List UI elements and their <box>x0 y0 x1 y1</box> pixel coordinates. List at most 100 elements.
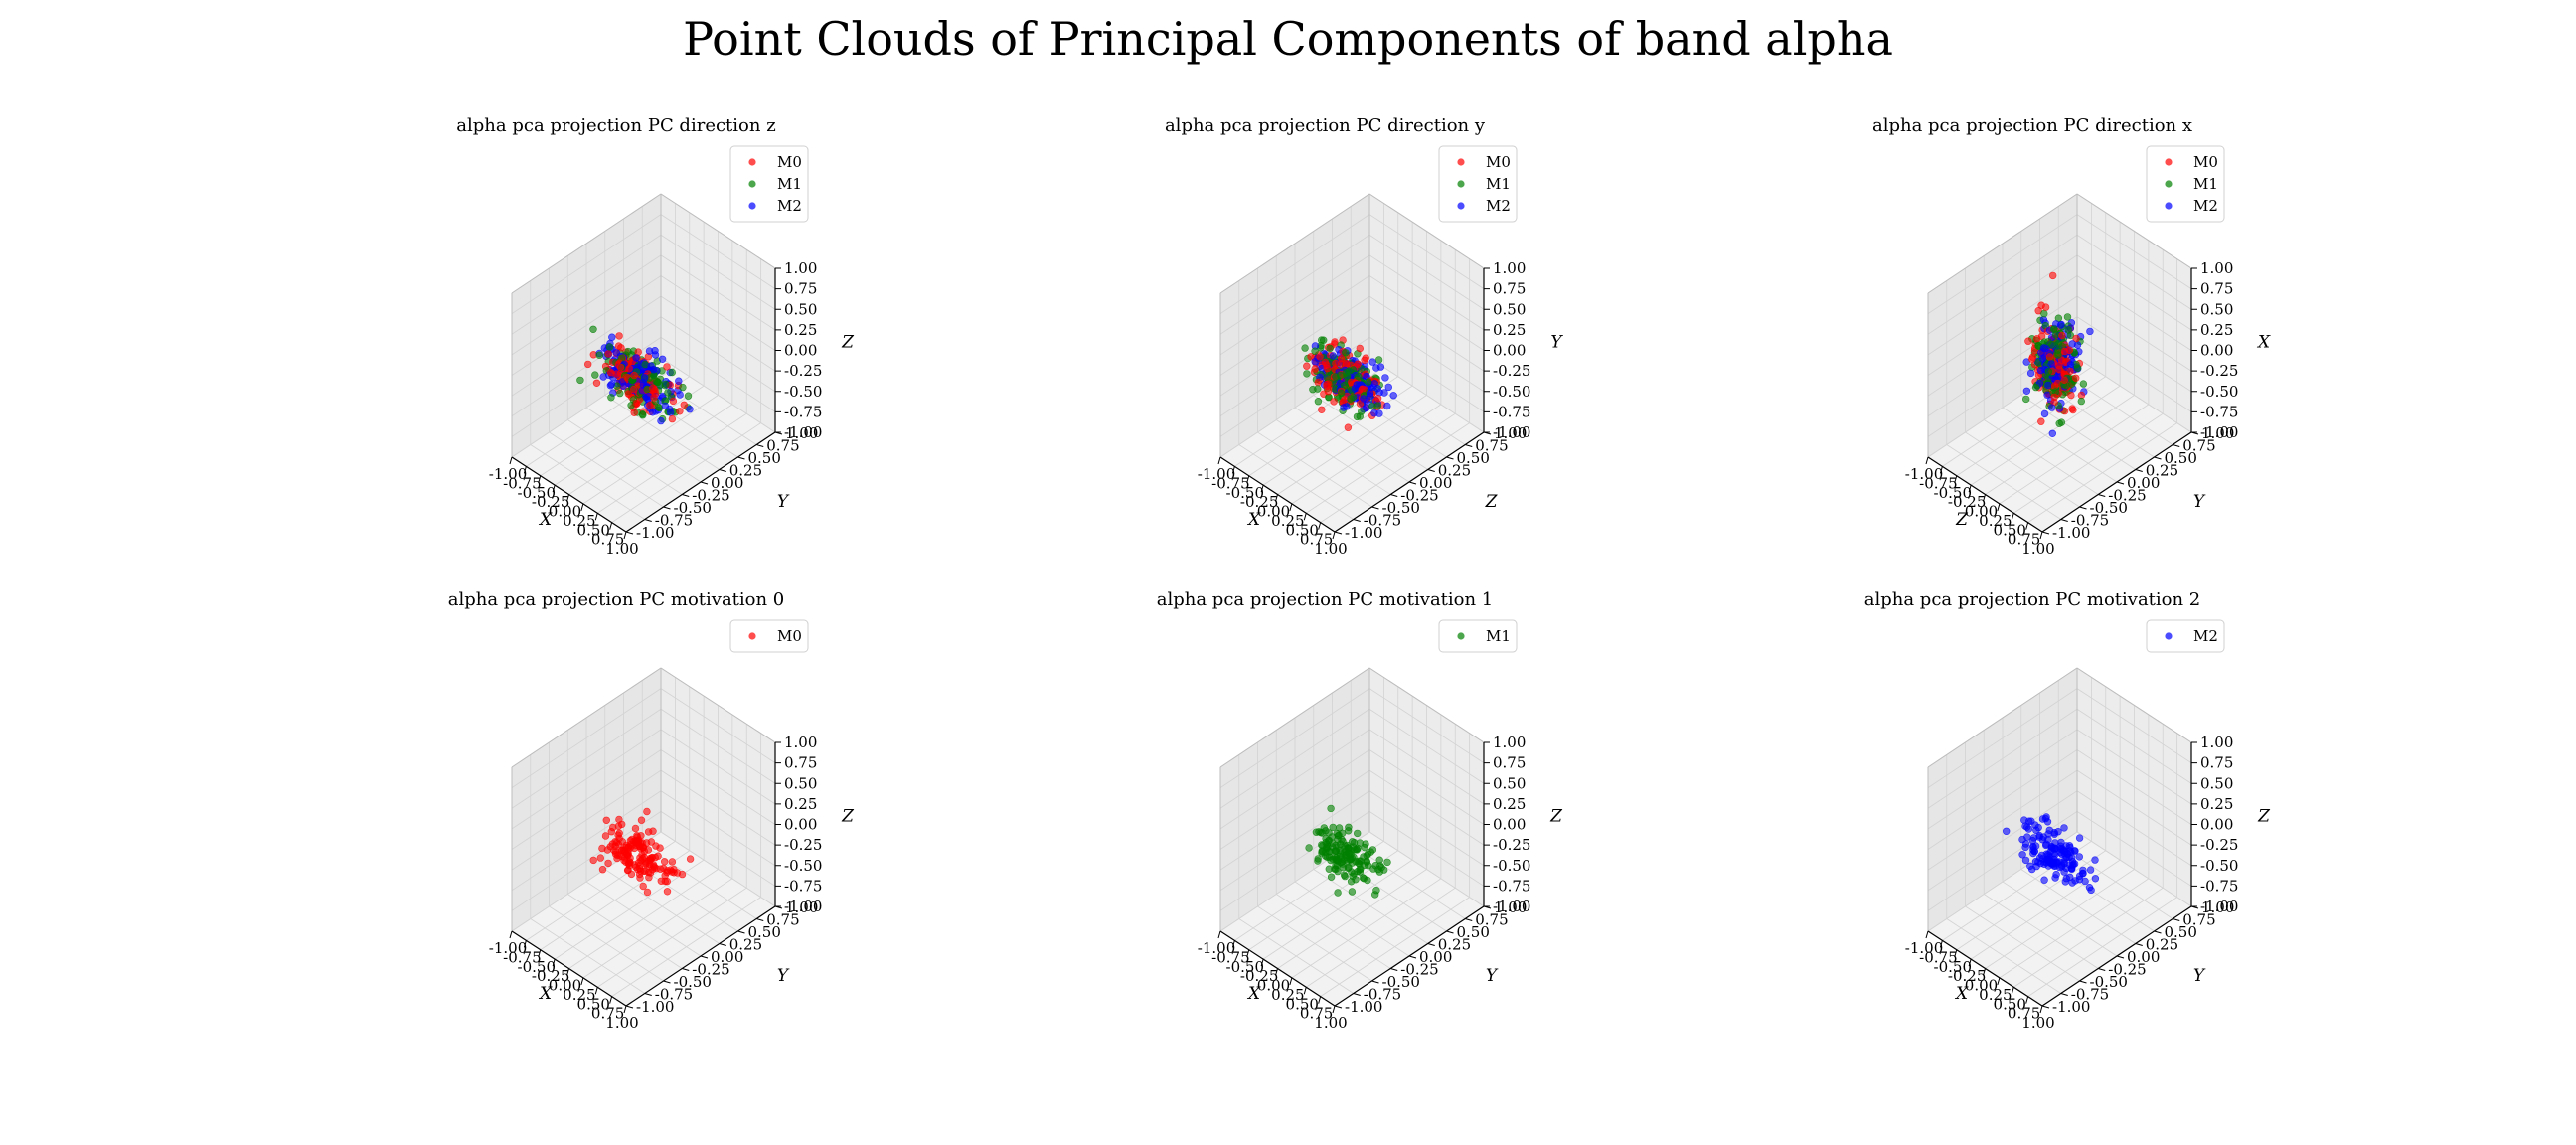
z-tick-label: -0.75 <box>784 403 822 420</box>
data-point <box>618 820 626 829</box>
data-point <box>649 827 657 835</box>
subplot-3: -1.00 -0.75 -0.50 -0.25 0.00 0.25 0.50 0.75 1.00… <box>1834 104 2311 572</box>
x-tick-label: 0.75 <box>591 1005 624 1023</box>
legend-marker <box>1457 632 1465 640</box>
data-point <box>2018 851 2026 859</box>
x-tick-label: 0.25 <box>563 986 595 1004</box>
data-point <box>602 816 611 825</box>
data-point <box>1373 402 1382 409</box>
x-tick-label: 0.50 <box>1286 995 1319 1013</box>
data-point <box>661 402 670 410</box>
data-point <box>607 368 615 377</box>
x-tick-label: -1.00 <box>489 465 527 483</box>
data-point <box>657 877 666 885</box>
y-tick-label: -0.25 <box>2108 487 2146 505</box>
data-point <box>608 333 616 341</box>
z-tick-label: -0.50 <box>1493 383 1530 401</box>
y-tick-label: -0.75 <box>2071 986 2109 1004</box>
legend <box>729 145 809 223</box>
data-point <box>625 365 633 373</box>
z-tick-label: 0.25 <box>2200 795 2233 813</box>
data-point <box>652 864 661 873</box>
data-point <box>1320 824 1329 832</box>
data-point <box>641 867 649 875</box>
x-tick-label: 0.25 <box>563 512 595 530</box>
legend <box>1438 619 1518 653</box>
data-point <box>605 343 614 351</box>
legend-marker <box>2165 632 2173 640</box>
data-point <box>645 874 653 882</box>
data-point <box>614 342 623 350</box>
legend-label: M0 <box>2193 153 2218 171</box>
y-tick-label: -1.00 <box>2052 524 2090 542</box>
y-tick-label: 0.75 <box>1475 911 1508 929</box>
x-tick-label: 0.25 <box>1271 512 1304 530</box>
data-point <box>2055 362 2063 370</box>
y-tick-label: 0.00 <box>2127 474 2160 492</box>
data-point <box>652 390 660 398</box>
data-point <box>686 855 695 863</box>
y-tick-label: 1.00 <box>2201 424 2234 442</box>
data-point <box>661 858 669 866</box>
data-point <box>1365 862 1372 870</box>
y-tick-label: -0.50 <box>2090 499 2128 517</box>
x-tick-label: 0.50 <box>577 995 610 1013</box>
x-tick-label: -0.75 <box>503 948 541 966</box>
z-tick-label: 0.50 <box>2200 300 2233 318</box>
z-tick-label: 0.75 <box>784 754 817 772</box>
data-point <box>1368 358 1376 366</box>
data-point <box>2051 844 2059 852</box>
data-point <box>1338 858 1347 866</box>
data-point <box>2023 833 2031 841</box>
data-point <box>662 380 670 388</box>
z-tick-label: 1.00 <box>2200 734 2233 751</box>
subplot-title: alpha pca projection PC motivation 2 <box>1864 589 2201 610</box>
data-point <box>616 389 624 398</box>
data-point <box>667 409 675 416</box>
data-point <box>1356 839 1365 847</box>
data-point <box>675 377 683 385</box>
z-tick-label: 0.00 <box>784 342 817 360</box>
data-point <box>639 843 647 851</box>
y-tick-label: -0.75 <box>655 986 693 1004</box>
z-tick-label: -0.50 <box>2200 383 2238 401</box>
data-point <box>607 394 615 402</box>
data-point <box>2033 335 2041 343</box>
x-tick-label: -0.25 <box>532 493 569 511</box>
y-tick-label: 0.50 <box>1457 449 1490 467</box>
data-point <box>2021 856 2030 865</box>
data-point <box>2086 327 2094 336</box>
y-tick-label: 0.25 <box>1438 936 1471 954</box>
data-point <box>1355 373 1363 381</box>
legend-marker <box>2165 202 2173 210</box>
z-axis-label: Z <box>841 806 855 826</box>
data-point <box>595 351 603 359</box>
data-point <box>2063 313 2072 321</box>
z-tick-label: -0.25 <box>2200 836 2238 854</box>
data-point <box>609 823 617 832</box>
legend-label: M0 <box>777 153 802 171</box>
x-tick-label: -0.25 <box>1948 493 1986 511</box>
data-point <box>668 858 677 866</box>
z-tick-label: -1.00 <box>2200 423 2238 441</box>
z-tick-label: -0.50 <box>784 383 822 401</box>
legend <box>729 619 809 653</box>
data-point <box>2041 303 2050 311</box>
y-tick-label: 0.50 <box>2165 923 2197 941</box>
x-tick-label: 0.75 <box>591 531 624 549</box>
legend-marker <box>1457 202 1465 210</box>
data-point <box>1342 349 1350 357</box>
y-tick-label: -0.75 <box>2071 512 2109 530</box>
data-point <box>1373 395 1382 403</box>
x-tick-label: 0.50 <box>1994 995 2026 1013</box>
data-point <box>643 888 652 897</box>
data-point <box>2022 387 2031 395</box>
z-tick-label: -1.00 <box>1493 898 1530 915</box>
x-tick-label: -0.75 <box>1919 474 1957 492</box>
data-point <box>654 852 662 860</box>
subplot-2: -1.00 -0.75 -0.50 -0.25 0.00 0.25 0.50 0.75 1.00… <box>1126 104 1603 572</box>
data-point <box>611 850 620 858</box>
y-tick-label: 0.00 <box>711 474 743 492</box>
legend-label: M2 <box>1486 197 1511 215</box>
data-point <box>624 347 632 356</box>
